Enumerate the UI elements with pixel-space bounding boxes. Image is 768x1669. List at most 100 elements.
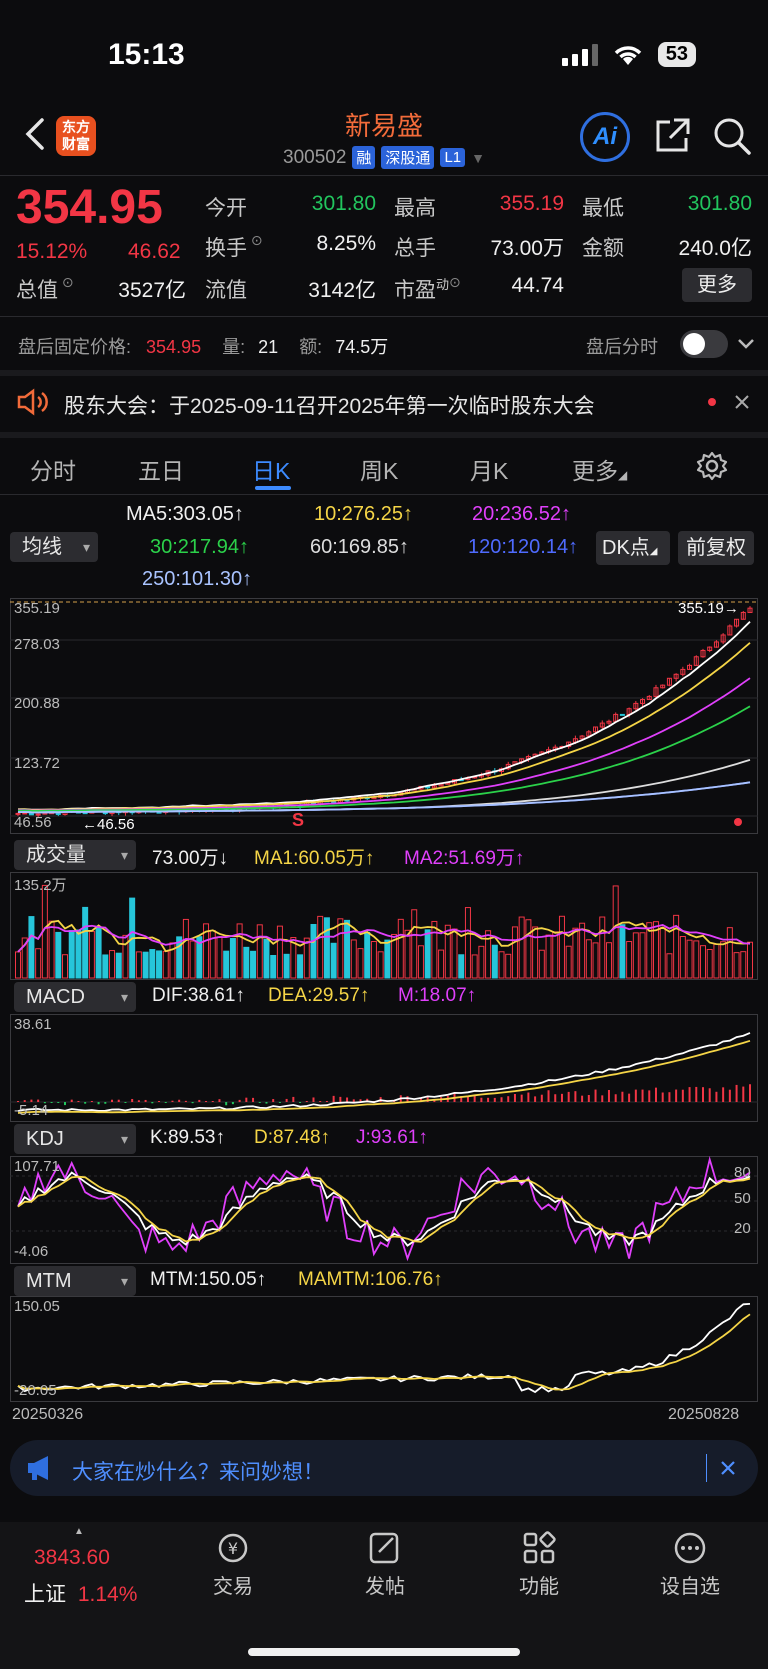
stock-code-row[interactable]: 300502 融 深股通 L1 ▼: [0, 146, 768, 169]
divider: [0, 494, 768, 495]
info-icon[interactable]: ⊙: [449, 274, 461, 290]
macd-selector-dropdown[interactable]: MACD: [14, 982, 136, 1012]
value-high: 355.19: [499, 192, 564, 215]
date-end: 20250828: [668, 1406, 740, 1423]
volume-bar: [740, 951, 747, 979]
tab-monthly-k[interactable]: 月K: [470, 458, 509, 484]
ma120-value: 120:120.14↑: [468, 536, 579, 558]
nav-trade[interactable]: ¥ 交易: [188, 1530, 278, 1599]
back-arrow-icon[interactable]: [22, 116, 52, 152]
macd-chart[interactable]: [10, 1014, 758, 1122]
panel-border: [10, 1156, 758, 1264]
volume-bar: [156, 950, 163, 979]
dk-point-button[interactable]: DK点◢: [596, 531, 670, 565]
more-fields-button[interactable]: 更多: [682, 268, 752, 302]
volume-ma2-line: [17, 924, 751, 953]
tag-shenzhen-connect: 深股通: [381, 146, 435, 169]
nav-add-watchlist[interactable]: 设自选: [645, 1530, 735, 1599]
kdj-j: J:93.61↑: [356, 1127, 428, 1148]
search-icon[interactable]: [712, 116, 752, 156]
tab-weekly-k[interactable]: 周K: [360, 458, 399, 484]
status-icons: 53: [561, 42, 696, 67]
tab-daily-k[interactable]: 日K: [252, 458, 291, 484]
volume-bar: [377, 951, 384, 979]
volume-bar: [538, 949, 545, 979]
value-turnover: 8.25%: [316, 232, 376, 255]
volume-bar: [585, 939, 592, 979]
tab-five-day[interactable]: 五日: [138, 458, 184, 484]
divider: [0, 175, 768, 176]
stock-name[interactable]: 新易盛: [344, 111, 423, 141]
share-icon[interactable]: [652, 116, 692, 156]
volume-bar: [82, 906, 89, 979]
volume-bar: [370, 941, 377, 979]
ask-ai-text[interactable]: 大家在炒什么？来问妙想！: [72, 1461, 324, 1484]
after-hours-price: 354.95: [146, 337, 202, 357]
panel-border: [10, 872, 758, 980]
close-icon[interactable]: [734, 394, 750, 410]
volume-bar: [223, 950, 230, 979]
volume-bar: [579, 922, 586, 979]
macd-dif-line: [17, 1032, 751, 1112]
volume-bar: [216, 936, 223, 979]
settings-gear-icon[interactable]: [696, 450, 728, 482]
ai-assistant-button[interactable]: Ai: [580, 112, 630, 162]
adjust-price-button[interactable]: 前复权: [678, 531, 754, 565]
candlestick-chart[interactable]: [10, 598, 758, 834]
volume-bar: [572, 927, 579, 979]
change-amount: 46.62: [128, 240, 181, 263]
volume-bar: [599, 916, 606, 979]
ma30-value: 30:217.94↑: [150, 536, 249, 558]
value-low: 301.80: [687, 192, 752, 215]
volume-bar: [532, 926, 539, 979]
volume-bar: [88, 930, 95, 979]
volume-ma1: MA1:60.05万↑: [254, 848, 375, 869]
index-value[interactable]: 3843.60: [34, 1546, 110, 1569]
caret-icon: ◢: [618, 468, 628, 482]
volume-bar: [639, 932, 646, 979]
chevron-down-icon[interactable]: [736, 336, 756, 352]
tab-intraday[interactable]: 分时: [30, 458, 76, 484]
volume-bar: [303, 937, 310, 979]
volume-selector-dropdown[interactable]: 成交量: [14, 840, 136, 870]
info-icon[interactable]: ⊙: [247, 232, 263, 248]
volume-bar: [62, 954, 69, 979]
volume-bar: [330, 942, 337, 979]
ma-selector-dropdown[interactable]: 均线: [10, 532, 98, 562]
index-row[interactable]: 上证 1.14%: [24, 1578, 137, 1608]
notice-text[interactable]: 股东大会：于2025-09-11召开2025年第一次临时股东大会: [64, 395, 595, 418]
volume-chart[interactable]: [10, 872, 758, 980]
volume-bar: [270, 954, 277, 979]
candle-body: [740, 611, 746, 620]
nav-post[interactable]: 发帖: [340, 1530, 430, 1599]
kdj-selector-dropdown[interactable]: KDJ: [14, 1124, 136, 1154]
more-dots-icon: [674, 1532, 706, 1564]
volume-bar: [431, 920, 438, 979]
kdj-chart[interactable]: [10, 1156, 758, 1264]
label-pe: 市盈动⊙: [394, 274, 461, 302]
tab-more[interactable]: 更多◢: [572, 458, 628, 484]
volume-bar: [666, 953, 673, 979]
after-hours-toggle[interactable]: [680, 330, 728, 358]
close-icon[interactable]: [720, 1460, 736, 1476]
moving-average-line: [17, 759, 751, 814]
volume-bar: [713, 943, 720, 979]
candle-body: [687, 664, 693, 670]
svg-text:¥: ¥: [228, 1539, 238, 1558]
volume-bar: [263, 938, 270, 979]
nav-functions[interactable]: 功能: [494, 1530, 584, 1599]
volume-bar: [102, 954, 109, 979]
candle-body: [22, 812, 28, 815]
after-hours-vol: 21: [258, 337, 279, 357]
ask-ai-bar[interactable]: [10, 1440, 758, 1496]
volume-bar: [525, 919, 532, 979]
label-low: 最低: [582, 197, 624, 220]
volume-bar: [693, 940, 700, 979]
volume-bar: [491, 944, 498, 979]
volume-bar: [505, 953, 512, 979]
mtm-chart[interactable]: [10, 1296, 758, 1402]
volume-bar: [196, 936, 203, 979]
candle-body: [673, 673, 679, 679]
mtm-selector-dropdown[interactable]: MTM: [14, 1266, 136, 1296]
info-icon[interactable]: ⊙: [58, 274, 74, 290]
